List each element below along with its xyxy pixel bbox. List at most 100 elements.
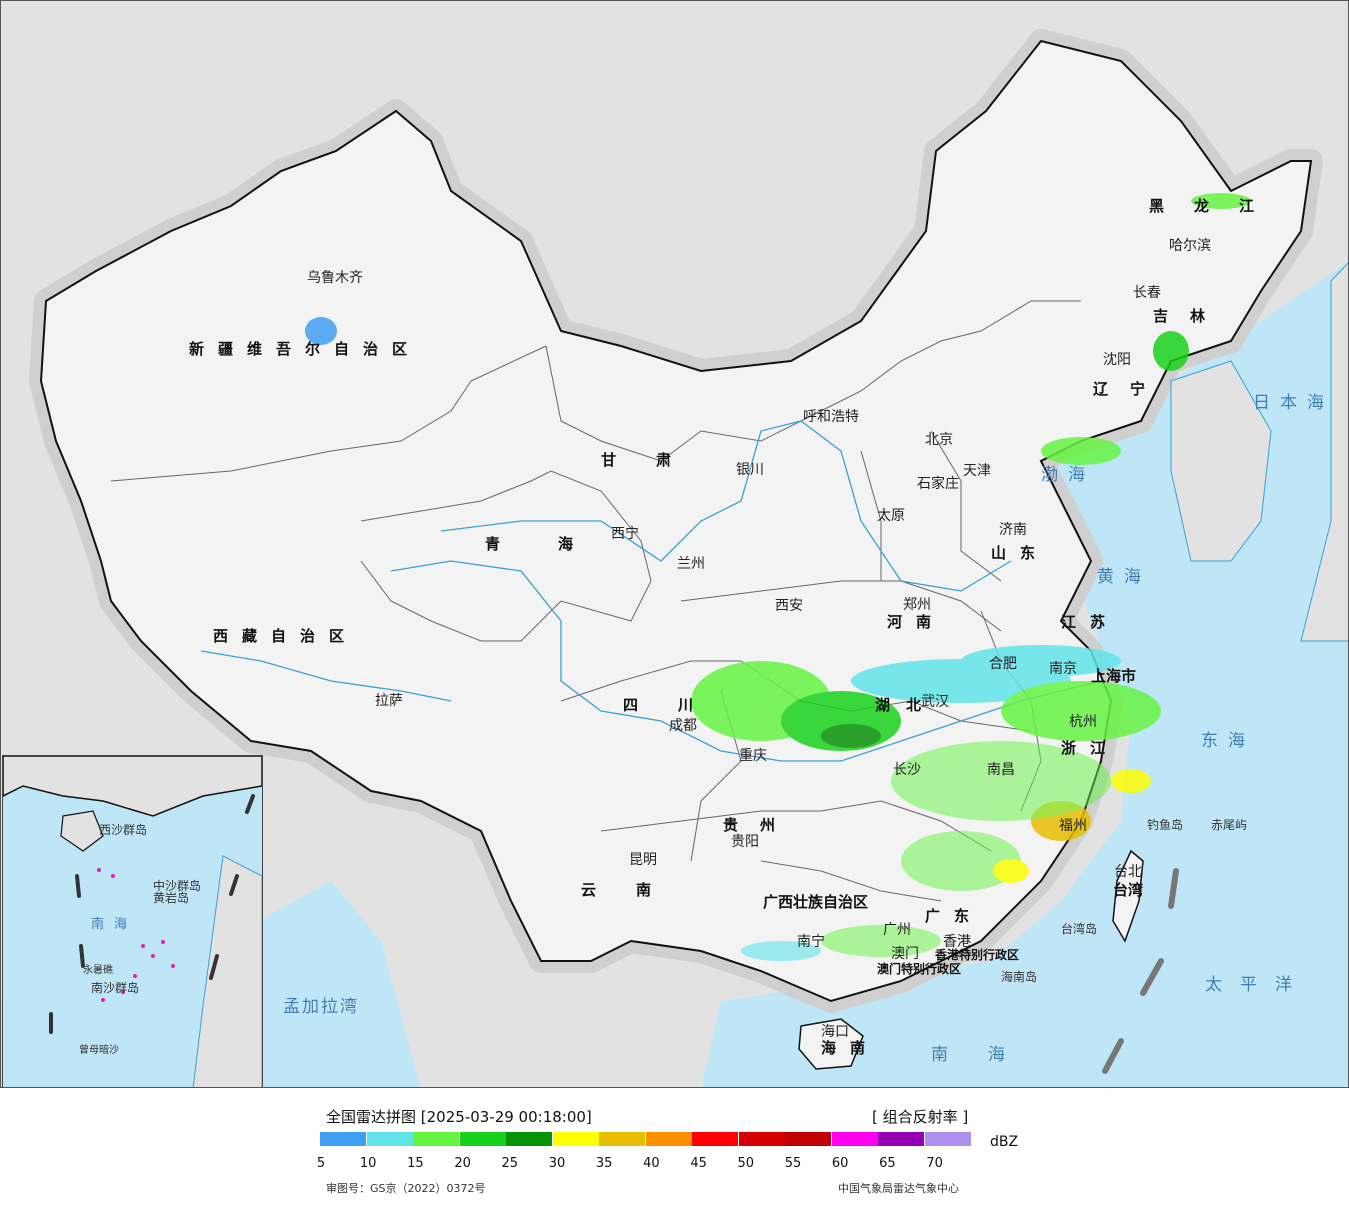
- island-label: 西沙群岛: [99, 823, 148, 837]
- province-label: 江苏: [1061, 613, 1120, 631]
- inset-basemap: [3, 756, 262, 1087]
- sea-label: 黄海: [1097, 567, 1151, 587]
- city-label: 拉萨: [375, 693, 403, 709]
- province-label: 台湾: [1113, 881, 1144, 899]
- province-label: 上海市: [1091, 667, 1137, 685]
- island-label: 南沙群岛: [91, 981, 140, 995]
- city-label: 重庆: [739, 748, 767, 764]
- tick-label: 50: [737, 1156, 755, 1171]
- province-label: 青海: [485, 535, 632, 553]
- city-label: 长春: [1133, 285, 1161, 301]
- sea-label: 渤海: [1041, 465, 1095, 485]
- city-label: 武汉: [921, 694, 949, 710]
- tick-label: 5: [316, 1156, 326, 1171]
- province-label: 海南: [821, 1039, 880, 1057]
- city-label: 成都: [669, 718, 697, 734]
- color-swatch: [506, 1132, 552, 1146]
- province-label: 河南: [887, 613, 946, 631]
- source-credit: 中国气象局雷达气象中心: [838, 1182, 959, 1195]
- province-label: 吉林: [1153, 307, 1228, 325]
- province-label: 新疆维吾尔自治区: [189, 340, 422, 358]
- color-swatch: [692, 1132, 738, 1146]
- province-label: 澳门特别行政区: [877, 962, 962, 976]
- city-label: 太原: [877, 508, 905, 524]
- color-swatch: [413, 1132, 459, 1146]
- radar-map[interactable]: 新疆维吾尔自治区 西藏自治区 青海 甘肃 黑龙江 吉林 辽宁 山东 河南 江苏 …: [0, 0, 1349, 1088]
- tick-label: 40: [643, 1156, 660, 1171]
- city-label: 哈尔滨: [1169, 238, 1211, 254]
- city-label: 香港: [943, 934, 971, 950]
- review-number: 审图号：GS京（2022）0372号: [326, 1182, 486, 1195]
- map-basemap: [1, 29, 1348, 1087]
- nine-dash-line: [1102, 868, 1179, 1074]
- color-swatch: [320, 1132, 366, 1146]
- city-label: 福州: [1059, 818, 1087, 834]
- tick-label: 15: [407, 1156, 424, 1171]
- island-label: 中沙群岛: [153, 879, 202, 893]
- taiwan-island: [1112, 849, 1144, 943]
- tick-label: 70: [926, 1156, 943, 1171]
- island-label: 永暑礁: [83, 965, 113, 976]
- city-label: 乌鲁木齐: [307, 270, 363, 286]
- color-swatch: [878, 1132, 924, 1146]
- city-label: 南京: [1049, 661, 1077, 677]
- city-label: 沈阳: [1103, 352, 1131, 368]
- city-label: 台北: [1114, 864, 1142, 880]
- color-swatch: [645, 1132, 692, 1146]
- province-label: 湖北: [875, 696, 938, 714]
- island-label: 钓鱼岛: [1147, 818, 1184, 832]
- legend-panel: 全国雷达拼图 [2025-03-29 00:18:00] [ 组合反射率 ] d…: [0, 1088, 1349, 1208]
- city-label: 银川: [736, 462, 764, 478]
- korea-peninsula: [1170, 360, 1272, 562]
- province-label: 西藏自治区: [213, 627, 359, 645]
- city-label: 天津: [963, 463, 991, 479]
- color-swatch: [599, 1132, 645, 1146]
- city-label: 杭州: [1069, 714, 1097, 730]
- city-label: 西安: [775, 598, 803, 614]
- color-swatch: [366, 1132, 413, 1146]
- tick-label: 45: [690, 1156, 707, 1171]
- province-borders: [110, 300, 1081, 902]
- color-swatch: [924, 1132, 971, 1146]
- province-label: 广西壮族自治区: [763, 893, 869, 911]
- tick-label: 65: [879, 1156, 896, 1171]
- province-label: 云南: [581, 881, 692, 899]
- tick-label: 30: [548, 1156, 566, 1171]
- radar-echoes: [305, 193, 1251, 961]
- legend-unit: dBZ: [990, 1134, 1019, 1150]
- city-label: 北京: [925, 432, 953, 448]
- sea-label: 东海: [1201, 731, 1255, 751]
- province-label: 香港特别行政区: [935, 948, 1020, 962]
- city-label: 合肥: [989, 656, 1017, 672]
- sea-label: 太平洋: [1205, 975, 1310, 995]
- sea-label: 日本海: [1253, 393, 1334, 413]
- province-label: 甘肃: [601, 451, 712, 469]
- color-swatch: [459, 1132, 506, 1146]
- rivers: [200, 420, 1102, 762]
- city-label: 澳门: [891, 946, 919, 962]
- city-label: 南宁: [797, 934, 825, 950]
- province-label: 四川: [623, 696, 734, 714]
- legend-title: 全国雷达拼图 [2025-03-29 00:18:00]: [326, 1108, 592, 1126]
- city-label: 西宁: [611, 526, 639, 542]
- sea-label: 孟加拉湾: [283, 997, 359, 1017]
- city-label: 广州: [883, 922, 911, 938]
- island-label: 台湾岛: [1061, 922, 1098, 936]
- city-label: 兰州: [677, 556, 705, 572]
- province-label: 黑龙江: [1149, 197, 1285, 215]
- sea-label: 南海: [931, 1045, 1045, 1065]
- province-label: 浙江: [1061, 739, 1120, 757]
- color-swatch: [552, 1132, 599, 1146]
- city-label: 长沙: [893, 762, 921, 778]
- south-china-sea-inset: 中沙群岛 西沙群岛 南沙群岛 黄岩岛 永暑礁 曾母暗沙 南海: [2, 755, 263, 1087]
- province-label: 辽宁: [1093, 380, 1168, 398]
- province-label: 广东: [925, 907, 984, 925]
- city-label: 贵阳: [731, 834, 759, 850]
- city-label: 呼和浩特: [803, 409, 859, 425]
- color-swatch: [831, 1132, 878, 1146]
- city-label: 海口: [821, 1024, 849, 1040]
- city-label: 石家庄: [917, 476, 959, 492]
- sea-label: 南海: [91, 917, 138, 932]
- province-label: 山东: [991, 544, 1050, 562]
- city-label: 济南: [999, 522, 1027, 538]
